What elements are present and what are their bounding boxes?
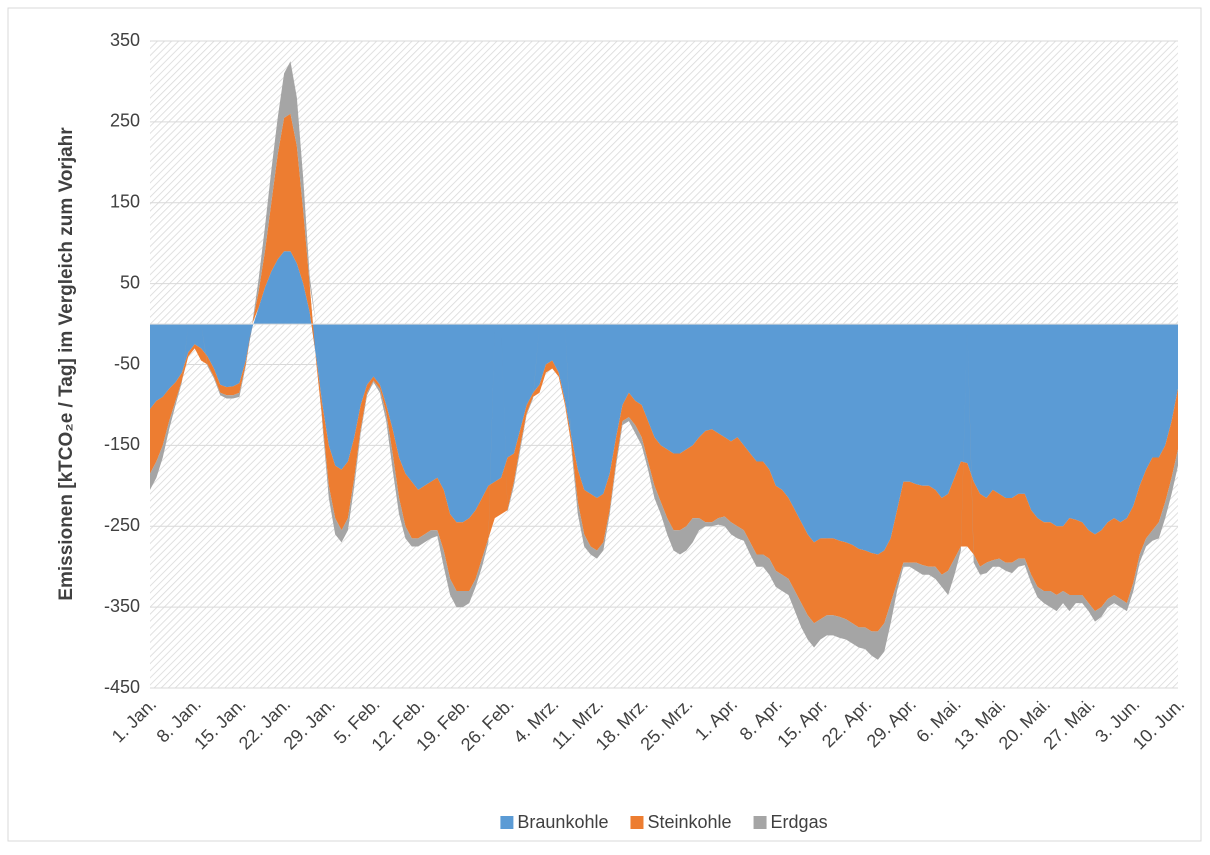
- legend: Braunkohle Steinkohle Erdgas: [500, 812, 828, 832]
- legend-swatch: [500, 816, 514, 829]
- area: [150, 61, 1178, 660]
- y-tick-label: -50: [114, 353, 140, 373]
- y-tick-label: -350: [104, 596, 140, 616]
- legend-swatch: [630, 816, 644, 829]
- y-axis-title: Emissionen [kTCO₂e / Tag] im Vergleich z…: [56, 127, 77, 601]
- y-tick-label: -450: [104, 677, 140, 697]
- legend-label: Erdgas: [771, 812, 828, 832]
- y-tick-label: 350: [110, 30, 140, 50]
- area: [150, 251, 1178, 555]
- y-tick-label: 50: [120, 272, 140, 292]
- y-tick-label: 150: [110, 192, 140, 212]
- legend-label: Steinkohle: [647, 812, 731, 832]
- legend-label: Braunkohle: [517, 812, 608, 832]
- legend-swatch: [753, 816, 767, 829]
- y-tick-label: 250: [110, 111, 140, 131]
- area: [150, 113, 1178, 632]
- y-tick-label: -250: [104, 515, 140, 535]
- y-tick-label: -150: [104, 434, 140, 454]
